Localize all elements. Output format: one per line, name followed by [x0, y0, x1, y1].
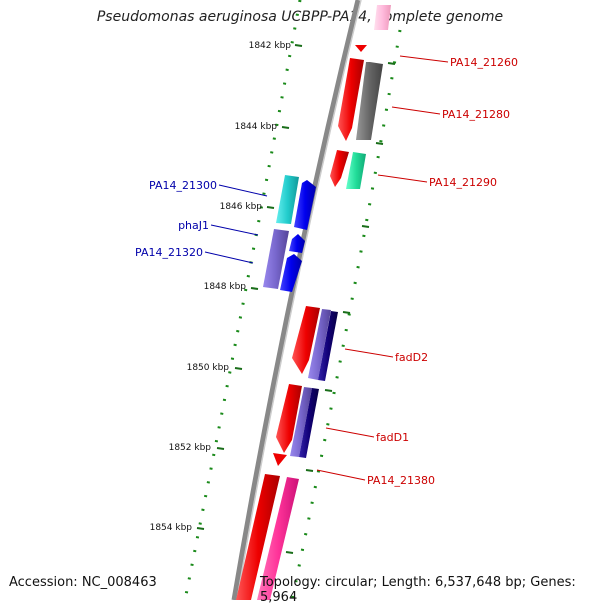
- outer-tick-3: [361, 225, 370, 228]
- scale-label-1844: 1844 kbp: [235, 122, 278, 132]
- leader-21300: [218, 184, 268, 197]
- scale-label-1850: 1850 kbp: [187, 363, 230, 373]
- gene-label-pa14-21260[interactable]: PA14_21260: [450, 56, 518, 69]
- scale-tick-1844: [281, 126, 290, 129]
- genome-backbone: [231, 0, 361, 600]
- gene-arrow-gray-21280[interactable]: [356, 62, 383, 140]
- outer-tick-6: [305, 469, 314, 472]
- leader-21380: [316, 469, 366, 481]
- outer-ruler-ticks: [285, 62, 396, 554]
- gene-label-phaj1[interactable]: phaJ1: [178, 219, 209, 232]
- genome-backbone-highlight: [236, 0, 362, 600]
- gene-arrow-teal-21300[interactable]: [276, 175, 299, 224]
- scale-tick-1842: [294, 44, 303, 47]
- map-title: Pseudomonas aeruginosa UCBPP-PA14, compl…: [96, 9, 504, 25]
- gene-arrow-blue-21320[interactable]: [280, 254, 302, 292]
- gene-label-pa14-21320[interactable]: PA14_21320: [135, 246, 203, 259]
- scale-tick-1846: [266, 206, 275, 209]
- gene-arrow-purple-fadd2[interactable]: [308, 309, 331, 380]
- leader-fadd1: [325, 427, 375, 438]
- accession-text: Accession: NC_008463: [9, 575, 157, 590]
- outer-tick-1: [387, 62, 396, 65]
- ruler-dotted-left: [183, 0, 302, 600]
- gene-label-fadd1[interactable]: fadD1: [376, 431, 409, 444]
- gene-arrow-red-fadd2[interactable]: [292, 306, 320, 374]
- gene-arrow-pink-21380[interactable]: [257, 477, 299, 600]
- scale-label-1842: 1842 kbp: [249, 41, 292, 51]
- gene-arrow-red-21290a[interactable]: [330, 150, 349, 187]
- gene-arrow-green-21290[interactable]: [346, 152, 366, 189]
- outer-tick-2: [375, 142, 384, 145]
- scale-label-1852: 1852 kbp: [169, 443, 212, 453]
- leader-21290: [377, 174, 428, 183]
- leader-21280: [391, 106, 441, 115]
- scale-tick-1854: [196, 527, 205, 530]
- outer-tick-4: [342, 311, 351, 314]
- scale-label-1854: 1854 kbp: [150, 523, 193, 533]
- gene-label-pa14-21300[interactable]: PA14_21300: [149, 179, 217, 192]
- scale-labels: 1842 kbp 1844 kbp 1846 kbp 1848 kbp 1850…: [150, 41, 292, 533]
- scale-ticks: [196, 44, 303, 530]
- gene-arrow-navy-fadd1[interactable]: [299, 388, 319, 458]
- gene-arrow-purple-fadd1[interactable]: [290, 387, 312, 457]
- leader-21320: [204, 251, 254, 264]
- gene-arrow-blue-phaj1[interactable]: [289, 234, 305, 253]
- scale-tick-1848: [250, 287, 259, 290]
- gene-arrow-red-fadd1[interactable]: [276, 384, 302, 453]
- scale-label-1848: 1848 kbp: [204, 282, 247, 292]
- gene-arrow-blue-21300[interactable]: [294, 180, 316, 230]
- gene-arrow-red-21260[interactable]: [338, 58, 364, 141]
- gene-arrow-red-small-2[interactable]: [273, 453, 287, 466]
- genome-summary-text: Topology: circular; Length: 6,537,648 bp…: [260, 575, 576, 605]
- gene-label-pa14-21380[interactable]: PA14_21380: [367, 474, 435, 487]
- gene-arrow-red-small[interactable]: [355, 45, 367, 52]
- leader-phaj1: [210, 224, 259, 236]
- gene-arrow-navy-fadd2[interactable]: [318, 311, 338, 381]
- outer-tick-5: [324, 389, 333, 392]
- scale-label-1846: 1846 kbp: [220, 202, 263, 212]
- gene-label-pa14-21280[interactable]: PA14_21280: [442, 108, 510, 121]
- outer-tick-7: [285, 551, 294, 554]
- leader-fadd2: [344, 348, 394, 358]
- gene-arrow-red-21380[interactable]: [236, 474, 280, 600]
- scale-tick-1850: [234, 367, 243, 370]
- leader-lines-right: [316, 55, 449, 481]
- leader-lines-left: [204, 184, 268, 264]
- gene-label-fadd2[interactable]: fadD2: [395, 351, 428, 364]
- gene-arrow-pink-top[interactable]: [374, 5, 391, 30]
- gene-label-pa14-21290[interactable]: PA14_21290: [429, 176, 497, 189]
- scale-tick-1852: [216, 447, 225, 450]
- leader-21260: [399, 55, 449, 63]
- gene-arrow-purple-21320[interactable]: [263, 229, 289, 289]
